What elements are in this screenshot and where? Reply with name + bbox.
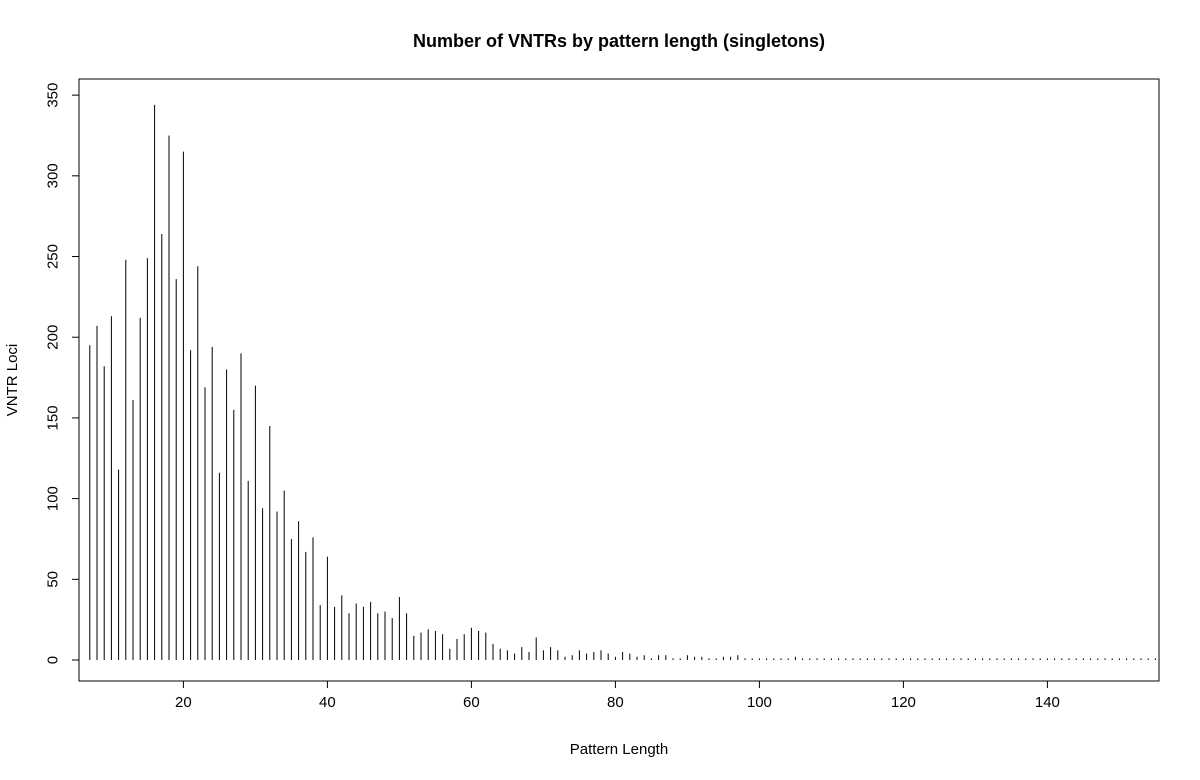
x-axis-label: Pattern Length [570,741,668,758]
x-tick-label: 80 [607,694,624,711]
x-axis: 20 40 60 80 100 120 140 [175,681,1060,711]
y-tick-label: 250 [45,244,62,269]
x-tick-label: 120 [891,694,916,711]
chart-title: Number of VNTRs by pattern length (singl… [413,31,825,51]
y-tick-label: 50 [45,571,62,588]
y-tick-label: 0 [45,656,62,664]
x-tick-label: 60 [463,694,480,711]
plot-frame [78,78,1160,682]
x-tick-label: 140 [1035,694,1060,711]
x-tick-label: 100 [747,694,772,711]
x-tick-label: 20 [175,694,192,711]
y-tick-label: 300 [45,163,62,188]
y-tick-label: 200 [45,325,62,350]
x-tick-label: 40 [319,694,336,711]
y-tick-label: 100 [45,486,62,511]
y-tick-label: 150 [45,405,62,430]
y-tick-label: 350 [45,83,62,108]
y-axis: 0 50 100 150 200 250 300 350 [45,83,79,664]
y-axis-label: VNTR Loci [4,344,21,417]
bars-group [89,104,1156,661]
